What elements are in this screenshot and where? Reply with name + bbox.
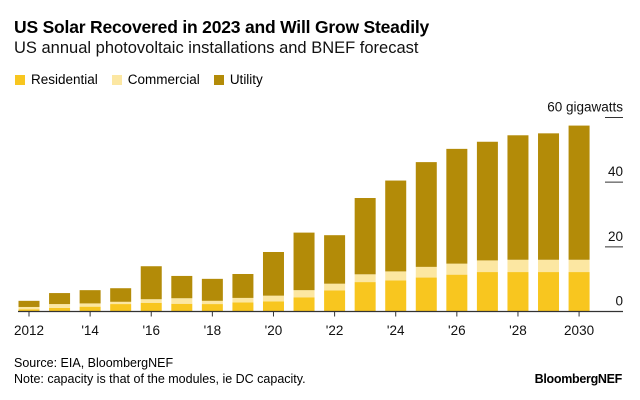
legend-swatch-utility <box>213 74 224 85</box>
legend-swatch-commercial <box>111 74 122 85</box>
y-tick-label: 60 gigawatts <box>547 100 623 115</box>
bar-utility-2018 <box>201 278 223 301</box>
legend-label-utility: Utility <box>229 72 263 87</box>
bar-residential-2018 <box>201 304 223 312</box>
x-tick-label: 2030 <box>564 323 594 338</box>
x-tick-label: '14 <box>81 323 99 338</box>
bar-utility-2020 <box>262 252 284 296</box>
bar-commercial-2030 <box>568 259 590 273</box>
bar-commercial-2016 <box>140 299 162 303</box>
legend-item-commercial: Commercial <box>111 72 200 87</box>
bar-residential-2024 <box>385 280 407 312</box>
bar-residential-2020 <box>262 301 284 312</box>
bar-commercial-2014 <box>79 303 101 307</box>
y-tick-label: 20 <box>608 229 623 244</box>
bar-utility-2014 <box>79 290 101 304</box>
y-tick-label: 40 <box>608 164 623 179</box>
bar-utility-2013 <box>49 293 71 305</box>
bar-residential-2023 <box>354 282 376 312</box>
legend: Residential Commercial Utility <box>15 72 263 87</box>
bar-utility-2023 <box>354 198 376 275</box>
footnote: Note: capacity is that of the modules, i… <box>14 372 306 386</box>
bar-utility-2024 <box>385 180 407 272</box>
bar-commercial-2012 <box>18 306 40 310</box>
legend-label-residential: Residential <box>31 72 98 87</box>
bar-residential-2028 <box>507 272 529 312</box>
bar-commercial-2029 <box>538 259 560 273</box>
chart-subtitle: US annual photovoltaic installations and… <box>14 39 419 57</box>
brand-logo: BloombergNEF <box>534 372 623 386</box>
bar-utility-2028 <box>507 135 529 260</box>
bar-utility-2029 <box>538 133 560 260</box>
x-tick-label: '28 <box>509 323 527 338</box>
bar-commercial-2023 <box>354 274 376 283</box>
x-tick-label: '26 <box>448 323 466 338</box>
bar-utility-2030 <box>568 125 590 260</box>
bar-residential-2017 <box>171 303 193 312</box>
bar-commercial-2015 <box>110 301 132 305</box>
bar-utility-2025 <box>415 162 437 267</box>
bar-residential-2014 <box>79 306 101 312</box>
bar-commercial-2018 <box>201 300 223 305</box>
bar-residential-2029 <box>538 272 560 312</box>
y-tick-label: 0 <box>615 294 623 309</box>
bar-utility-2016 <box>140 266 162 300</box>
legend-item-utility: Utility <box>213 72 263 87</box>
bar-utility-2012 <box>18 300 40 307</box>
bar-commercial-2022 <box>324 283 346 291</box>
bar-residential-2013 <box>49 307 71 312</box>
bar-commercial-2021 <box>293 290 315 298</box>
x-tick-label: '24 <box>387 323 405 338</box>
bar-residential-2022 <box>324 290 346 312</box>
bar-commercial-2019 <box>232 297 254 303</box>
bar-commercial-2017 <box>171 298 193 304</box>
bar-residential-2019 <box>232 302 254 312</box>
bar-residential-2027 <box>476 272 498 312</box>
bar-residential-2015 <box>110 304 132 312</box>
bar-commercial-2026 <box>446 263 468 275</box>
x-tick-label: '20 <box>265 323 283 338</box>
bar-commercial-2013 <box>49 304 71 308</box>
bar-residential-2021 <box>293 297 315 312</box>
bar-residential-2016 <box>140 302 162 312</box>
bar-utility-2019 <box>232 273 254 298</box>
bar-utility-2027 <box>476 141 498 261</box>
bar-utility-2021 <box>293 232 315 291</box>
bar-utility-2017 <box>171 275 193 299</box>
legend-item-residential: Residential <box>15 72 98 87</box>
bar-utility-2022 <box>324 235 346 284</box>
legend-label-commercial: Commercial <box>127 72 200 87</box>
x-tick-label: '22 <box>326 323 344 338</box>
bar-residential-2025 <box>415 277 437 312</box>
x-tick-label: '18 <box>204 323 222 338</box>
bar-commercial-2025 <box>415 266 437 278</box>
legend-swatch-residential <box>15 74 25 85</box>
bar-commercial-2020 <box>262 295 284 302</box>
bar-commercial-2024 <box>385 271 407 281</box>
x-tick-label: '16 <box>142 323 160 338</box>
bar-utility-2026 <box>446 148 468 264</box>
bar-residential-2012 <box>18 309 40 312</box>
x-tick-label: 2012 <box>14 323 44 338</box>
bar-commercial-2027 <box>476 260 498 273</box>
chart-title: US Solar Recovered in 2023 and Will Grow… <box>14 17 430 37</box>
bar-commercial-2028 <box>507 259 529 273</box>
bar-utility-2015 <box>110 288 132 302</box>
bar-residential-2026 <box>446 274 468 312</box>
source-note: Source: EIA, BloombergNEF <box>14 356 174 370</box>
bar-residential-2030 <box>568 272 590 312</box>
